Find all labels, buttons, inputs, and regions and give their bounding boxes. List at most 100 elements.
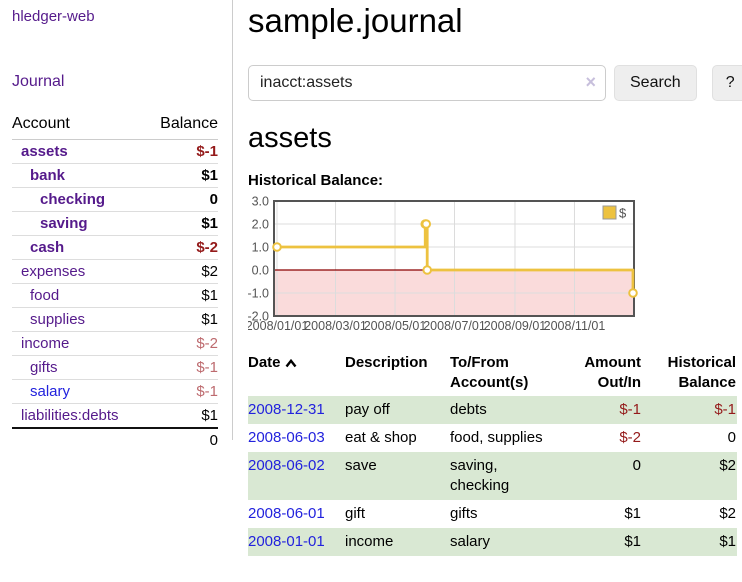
chart-legend-label: $ [619,206,627,221]
transaction-amount: $1 [624,505,641,522]
account-balance: 0 [145,187,218,212]
transactions-table: Date Description To/From Account(s) Amou… [248,350,737,556]
search-input[interactable] [248,65,606,101]
transaction-accounts: saving, checking [450,452,550,500]
accounts-total-value: 0 [145,427,218,452]
account-link[interactable]: supplies [30,311,86,328]
account-balance: $-1 [145,355,218,380]
transaction-row: 2008-12-31 pay off debts $-1 $-1 [248,396,737,424]
svg-text:0.0: 0.0 [252,264,269,278]
clear-search-icon[interactable]: × [585,72,596,92]
app-brand-link[interactable]: hledger-web [12,8,95,25]
search-form: × Search ? [248,65,742,101]
page: hledger-web Journal Account Balance asse… [0,0,742,556]
account-row: salary $-1 [12,379,218,404]
description-column-header: Description [345,354,428,371]
transaction-date-link[interactable]: 2008-06-02 [248,457,325,474]
svg-text:3.0: 3.0 [252,196,269,209]
help-button[interactable]: ? [711,65,742,101]
account-balance: $-1 [145,379,218,404]
account-link[interactable]: bank [30,167,66,184]
account-balance: $2 [145,259,218,284]
transaction-row: 2008-01-01 income salary $1 $1 [248,528,737,556]
transaction-description: gift [345,505,366,522]
accounts-column-header: Account [12,112,146,140]
account-balance: $-2 [145,235,218,260]
transaction-amount: 0 [550,452,642,500]
account-link[interactable]: salary [30,383,71,400]
main-content: sample.journal × Search ? assets Histori… [233,0,742,556]
transaction-row: 2008-06-03 eat & shop food, supplies $-2 0 [248,424,737,452]
page-title: sample.journal [248,2,463,39]
transaction-amount: $-1 [550,396,642,424]
svg-text:2.0: 2.0 [252,218,269,232]
date-column-header[interactable]: Date [248,350,345,396]
account-row: supplies $1 [12,307,218,332]
svg-text:2008/11/01: 2008/11/01 [544,319,606,333]
transaction-balance: $1 [642,528,737,556]
account-row: saving $1 [12,211,218,236]
transaction-balance: $2 [642,452,737,500]
account-row: food $1 [12,283,218,308]
svg-text:2008/01/01: 2008/01/01 [248,319,308,333]
account-balance: $-1 [196,143,218,160]
account-link[interactable]: liabilities:debts [21,407,119,424]
transaction-description: eat & shop [345,429,417,446]
transaction-amount: $1 [550,528,642,556]
account-row: income $-2 [12,331,218,356]
transaction-accounts: food, supplies [450,429,543,446]
svg-text:2008/09/01: 2008/09/01 [484,319,547,333]
svg-text:-1.0: -1.0 [248,287,269,301]
transaction-accounts: gifts [450,505,478,522]
account-row: expenses $2 [12,259,218,284]
account-link[interactable]: checking [40,191,106,208]
transaction-accounts: debts [450,396,550,424]
balance-column-header: Balance [145,112,218,140]
account-row: gifts $-1 [12,355,218,380]
account-link[interactable]: expenses [21,263,86,280]
account-heading: assets [248,122,332,154]
sidebar: hledger-web Journal Account Balance asse… [0,0,233,452]
account-link[interactable]: income [21,335,70,352]
sort-ascending-icon [285,358,296,368]
transaction-balance: $2 [719,505,736,522]
account-row: assets $-1 [12,140,218,164]
accounts-column-header: To/From Account(s) [450,354,529,391]
transaction-description: save [345,452,450,500]
account-balance: $1 [145,307,218,332]
svg-text:2008/03/01: 2008/03/01 [304,319,367,333]
transaction-description: pay off [345,396,450,424]
account-link[interactable]: food [30,287,60,304]
chart-label: Historical Balance: [248,172,384,189]
accounts-balance-table: Account Balance assets $-1 bank $1 checking 0… [12,112,218,452]
transaction-date-link[interactable]: 2008-12-31 [248,401,325,418]
transaction-date-link[interactable]: 2008-01-01 [248,533,325,550]
svg-text:-2.0: -2.0 [248,310,269,324]
transaction-balance: 0 [727,429,736,446]
svg-text:2008/07/01: 2008/07/01 [423,319,486,333]
nav-journal-link[interactable]: Journal [12,73,65,90]
accounts-total-row: 0 [12,427,218,452]
transaction-row: 2008-06-01 gift gifts $1 $2 [248,500,737,528]
historical-balance-chart: $3.0 2.0 1.0 0.0 -1.0 -2.0 2008/01/01 2008/03/0… [246,195,742,338]
transaction-row: 2008-06-02 save saving, checking 0 $2 [248,452,737,500]
transaction-balance: $-1 [642,396,737,424]
transaction-description: income [345,528,450,556]
transaction-date-link[interactable]: 2008-06-01 [248,505,325,522]
account-link[interactable]: cash [30,239,65,256]
account-balance: $1 [145,283,218,308]
search-button[interactable]: Search [614,65,697,101]
account-row: bank $1 [12,163,218,188]
transaction-date-link[interactable]: 2008-06-03 [248,429,325,446]
svg-text:1.0: 1.0 [252,241,269,255]
account-link[interactable]: assets [21,143,68,160]
account-row: checking 0 [12,187,218,212]
account-row: liabilities:debts $1 [12,403,218,428]
transaction-amount: $-2 [619,429,641,446]
account-link[interactable]: gifts [30,359,58,376]
account-link[interactable]: saving [40,215,88,232]
account-balance: $1 [145,403,218,428]
account-balance: $1 [145,163,218,188]
account-row: cash $-2 [12,235,218,260]
account-balance: $-2 [145,331,218,356]
